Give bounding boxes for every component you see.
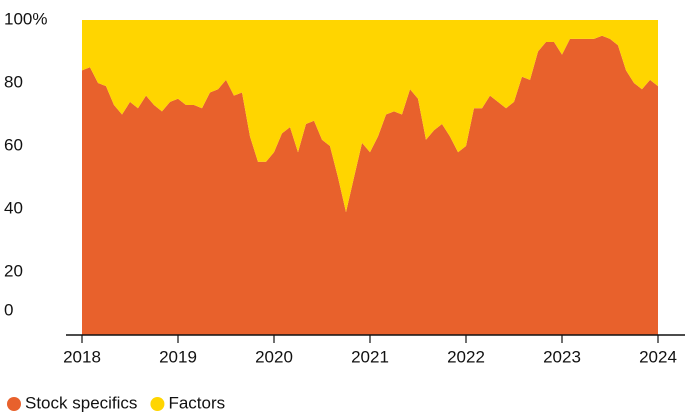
y-tick-label: 80 <box>4 72 23 91</box>
legend-swatch <box>150 397 165 411</box>
legend-item: Stock specifics <box>7 393 137 412</box>
y-tick-label: 40 <box>4 198 23 217</box>
x-tick-label: 2024 <box>639 347 677 366</box>
legend-label: Stock specifics <box>25 393 137 412</box>
x-tick-label: 2018 <box>63 347 101 366</box>
area <box>82 35 658 335</box>
area <box>82 20 658 213</box>
y-tick-label: 60 <box>4 135 23 154</box>
x-tick-label: 2021 <box>351 347 389 366</box>
y-tick-label: 100% <box>4 9 47 28</box>
y-tick-label: 20 <box>4 261 23 280</box>
legend-swatch <box>7 397 21 411</box>
y-tick-label: 0 <box>4 300 13 319</box>
x-tick-label: 2022 <box>447 347 485 366</box>
legend-label: Factors <box>168 393 225 412</box>
x-tick-label: 2023 <box>543 347 581 366</box>
legend-item: Factors <box>150 393 225 412</box>
x-tick-label: 2020 <box>255 347 293 366</box>
x-tick-label: 2019 <box>159 347 197 366</box>
